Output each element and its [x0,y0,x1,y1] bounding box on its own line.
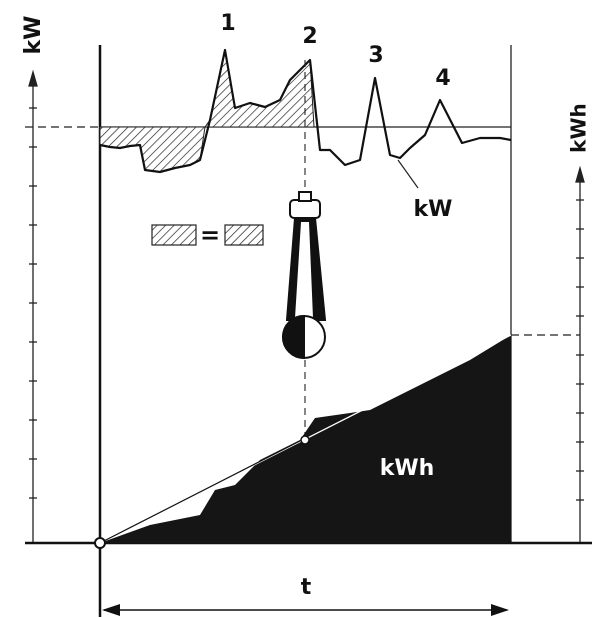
kwh-axis [575,165,585,543]
kw-curve [99,48,512,174]
peak-label: 1 [220,11,235,36]
curve-label: kW [414,197,453,222]
origin [94,537,106,549]
area-label: kWh [380,456,435,481]
swatch [224,224,264,246]
peak-label: 3 [368,43,383,68]
meter-pointer [282,191,327,360]
peak-label: 2 [302,24,317,49]
curve-leader [397,159,419,189]
surplus-area [204,49,315,128]
axis-ticks [29,107,37,499]
axis-arrow [28,69,38,87]
peak-label: 4 [435,66,450,91]
equality-sign: = [200,221,220,249]
swatch [151,224,197,246]
arrow-head [491,604,509,616]
kw-axis [28,69,38,543]
kwh-trend [99,440,301,544]
axis-arrow [575,165,585,183]
axis-ticks [576,199,584,501]
kw-axis-label: kW [21,16,46,55]
kwh-axis-label: kWh [567,103,591,153]
time-label: t [301,575,312,600]
reading-point [300,435,310,445]
arrow-head [102,604,120,616]
